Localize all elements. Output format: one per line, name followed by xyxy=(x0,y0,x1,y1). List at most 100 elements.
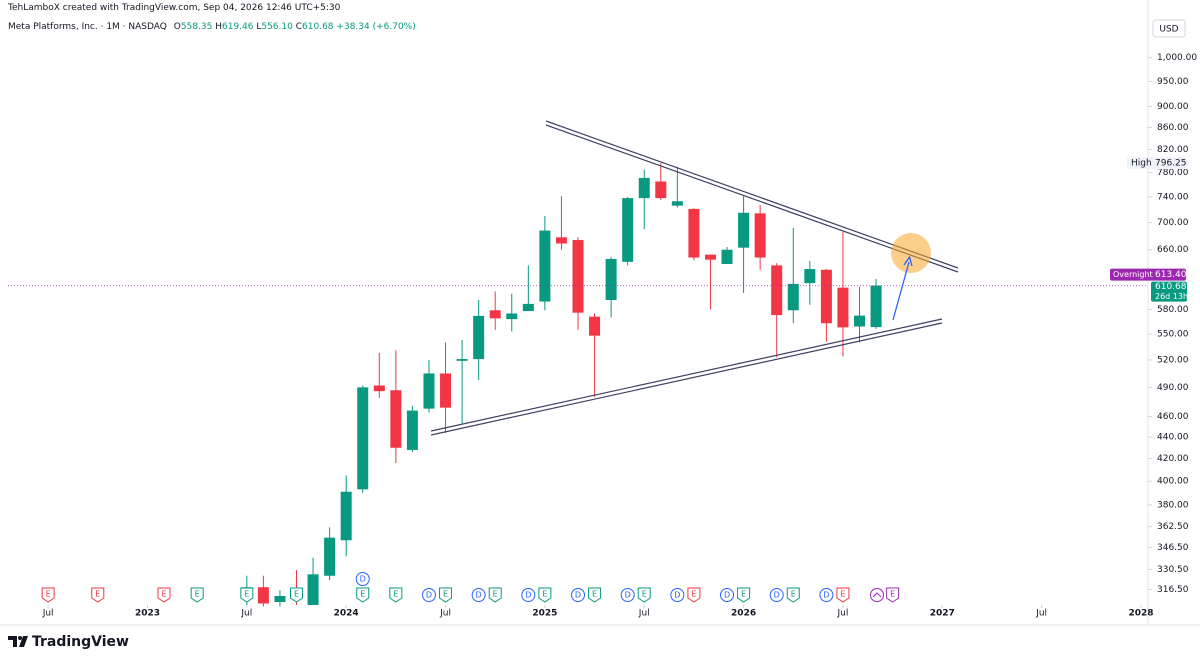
ohlc-value: 556.10 xyxy=(261,22,293,32)
candle-body xyxy=(390,390,402,448)
y-tick-label: 362.50 xyxy=(1157,522,1189,532)
event-marker[interactable]: E xyxy=(488,587,502,603)
event-marker[interactable]: E xyxy=(356,587,370,603)
y-tick-label: 950.00 xyxy=(1157,77,1189,87)
event-marker[interactable]: E xyxy=(190,587,204,603)
split-marker[interactable] xyxy=(870,588,884,602)
candle-body xyxy=(456,359,468,361)
event-marker[interactable]: D xyxy=(620,588,635,602)
event-label: E xyxy=(840,590,845,599)
event-marker[interactable]: E xyxy=(538,587,552,603)
candle-body xyxy=(605,258,617,300)
candle-body xyxy=(340,491,352,541)
event-marker[interactable]: E xyxy=(737,587,751,603)
earnings-icon xyxy=(91,587,105,603)
candle-body xyxy=(307,574,319,605)
event-marker[interactable]: E xyxy=(439,587,453,603)
event-label: E xyxy=(542,590,547,599)
event-marker[interactable]: D xyxy=(521,588,536,602)
dividend-icon xyxy=(670,588,685,602)
event-label: E xyxy=(493,590,498,599)
event-marker[interactable]: E xyxy=(290,587,303,603)
event-marker[interactable]: E xyxy=(588,587,602,603)
earnings-icon xyxy=(836,587,850,603)
earnings-icon xyxy=(786,587,800,603)
event-marker[interactable]: E xyxy=(41,587,55,603)
event-label: E xyxy=(360,590,365,599)
candle-body xyxy=(655,181,667,199)
event-marker[interactable]: E xyxy=(886,587,900,603)
event-label: E xyxy=(592,590,597,599)
candle-body xyxy=(688,208,700,258)
y-tick-label: 660.00 xyxy=(1157,245,1189,255)
earnings-icon xyxy=(737,587,751,603)
event-label: D xyxy=(426,591,432,600)
x-tick-label: Jul xyxy=(1035,609,1047,619)
earnings-icon xyxy=(439,587,453,603)
candle-body xyxy=(854,315,865,327)
arrow-head xyxy=(903,255,913,267)
event-marker[interactable]: E xyxy=(389,587,403,603)
ohlc-value: 558.35 xyxy=(180,22,213,32)
event-marker[interactable]: D xyxy=(670,588,685,602)
y-tick-label: 400.00 xyxy=(1157,477,1189,487)
event-marker[interactable]: E xyxy=(687,587,701,603)
trendline xyxy=(545,120,959,269)
dividend-icon xyxy=(819,588,834,602)
credit: TehLamboX created with TradingView.com, … xyxy=(8,3,341,13)
currency-box[interactable] xyxy=(1152,19,1186,38)
y-tick-label: 900.00 xyxy=(1157,102,1189,112)
candle-body xyxy=(804,269,816,284)
event-marker[interactable]: E xyxy=(637,587,651,603)
candle-body xyxy=(754,213,766,258)
event-marker[interactable]: D xyxy=(819,588,834,602)
candle-body xyxy=(572,240,584,313)
event-label: E xyxy=(642,590,647,599)
event-marker[interactable]: E xyxy=(240,587,254,603)
high-value-box xyxy=(1151,157,1187,170)
candle-body xyxy=(539,230,551,302)
event-marker[interactable]: D xyxy=(471,588,486,602)
event-marker[interactable]: E xyxy=(157,587,171,603)
x-tick-label: 2027 xyxy=(930,609,955,619)
event-marker[interactable]: D xyxy=(571,588,585,602)
candle-body xyxy=(506,313,518,320)
y-tick-label: 780.00 xyxy=(1157,168,1189,178)
event-marker[interactable]: E xyxy=(91,587,105,603)
overnight-value: 613.40 xyxy=(1155,270,1187,280)
event-label: E xyxy=(691,590,696,599)
event-label: E xyxy=(195,590,200,599)
y-tick-label: 550.00 xyxy=(1157,330,1189,340)
x-tick-label: 2028 xyxy=(1128,609,1153,619)
change: +38.34 (+6.70%) xyxy=(336,22,416,32)
earnings-icon xyxy=(488,587,502,603)
x-tick-label: 2023 xyxy=(135,609,160,619)
symbol-title: Meta Platforms, Inc. · 1M · NASDAQ xyxy=(8,22,167,32)
event-label: D xyxy=(774,591,780,600)
event-label: E xyxy=(393,590,398,599)
logo-icon xyxy=(8,636,28,647)
x-tick-label: Jul xyxy=(42,609,54,619)
event-marker[interactable]: E xyxy=(786,587,800,603)
split-icon xyxy=(872,592,882,598)
candle-body xyxy=(622,198,634,262)
y-tick-label: 420.00 xyxy=(1157,454,1189,464)
y-tick-label: 700.00 xyxy=(1157,218,1189,228)
candle-body xyxy=(522,303,534,312)
candle-body xyxy=(870,285,882,328)
countdown: 26d 13h xyxy=(1155,292,1188,301)
ohlc-letter: L xyxy=(256,22,262,32)
dividend-icon xyxy=(521,588,536,602)
currency: USD xyxy=(1159,25,1178,35)
logo-dot xyxy=(18,636,22,640)
dividend-icon xyxy=(471,588,486,602)
event-marker[interactable]: E xyxy=(836,587,850,603)
event-marker[interactable]: D xyxy=(769,588,784,602)
event-marker[interactable]: D xyxy=(355,572,370,586)
event-label: D xyxy=(674,591,680,600)
event-label: E xyxy=(95,590,100,599)
event-marker[interactable]: D xyxy=(421,588,436,602)
event-marker[interactable]: D xyxy=(720,588,735,602)
